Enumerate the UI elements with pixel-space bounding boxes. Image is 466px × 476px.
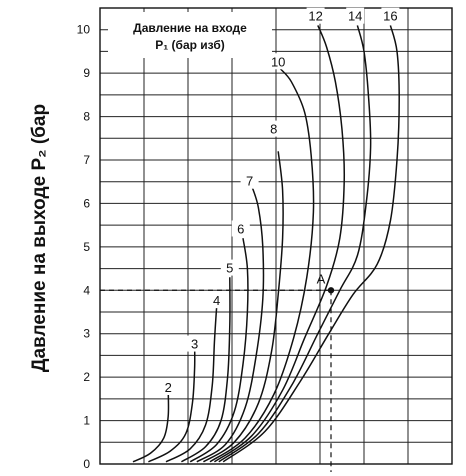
plot-border: [99, 7, 453, 465]
curve-p1-5: [181, 277, 231, 463]
curve-label-16: 16: [383, 9, 397, 24]
curve-p1-10: [209, 68, 315, 463]
curve-label-bg: [240, 172, 259, 189]
annotation-point: [327, 287, 335, 294]
curve-label-8: 8: [270, 122, 277, 137]
y-axis-label: Давление на выходе P₂ (бар: [29, 104, 50, 372]
curve-label-bg: [185, 335, 204, 352]
curve-p1-16: [222, 25, 400, 463]
y-tick-label: 1: [83, 414, 90, 428]
curve-p1-12: [213, 25, 346, 463]
y-tick-label: 8: [83, 110, 90, 124]
curve-label-bg: [346, 7, 365, 24]
curve-label-10: 10: [271, 54, 285, 69]
curve-label-12: 12: [308, 9, 322, 24]
legend: Давление на входе P₁ (бар изб): [108, 12, 272, 58]
curve-label-bg: [231, 220, 250, 237]
legend-line-2: P₁ (бар изб): [155, 38, 225, 52]
curve-label-3: 3: [191, 337, 198, 352]
curve-label-6: 6: [237, 221, 244, 236]
curve-p1-7: [196, 185, 265, 463]
y-tick-label: 3: [83, 327, 90, 341]
curve-p1-2: [132, 390, 170, 463]
y-tick-label: 7: [83, 153, 90, 167]
y-tick-label: 10: [77, 23, 91, 37]
curve-labels: 2 3 4 5 6 7 8 10 12 14 16: [159, 7, 400, 395]
y-tick-label: 2: [83, 370, 90, 384]
curve-label-5: 5: [226, 261, 233, 276]
y-tick-label: 6: [83, 196, 90, 210]
annotations: A: [100, 271, 335, 472]
legend-line-1: Давление на входе: [133, 21, 247, 35]
curve-label-bg: [207, 292, 226, 309]
annotation-label: A: [317, 271, 326, 286]
curve-p1-4: [165, 307, 218, 463]
curve-label-bg: [269, 53, 288, 70]
legend-background: [108, 12, 272, 58]
curve-label-bg: [306, 7, 325, 24]
y-tick-label: 0: [83, 457, 90, 471]
plot-frame: [99, 7, 453, 465]
y-tick-label: 4: [83, 283, 90, 297]
curve-p1-6: [189, 238, 249, 463]
curve-label-14: 14: [348, 9, 362, 24]
curve-label-bg: [264, 120, 283, 137]
y-tick-label: 9: [83, 66, 90, 80]
curve-label-bg: [381, 7, 400, 24]
curve-p1-3: [148, 342, 196, 463]
y-tick-label: 5: [83, 240, 90, 254]
series-curves: [132, 25, 400, 463]
curve-label-7: 7: [246, 174, 253, 189]
curve-label-bg: [220, 259, 239, 276]
y-tick-labels: 0 1 2 3 4 5 6 7 8 9 10: [77, 23, 91, 471]
curve-label-bg: [159, 379, 178, 395]
curve-label-4: 4: [213, 293, 220, 308]
curve-label-2: 2: [165, 380, 172, 395]
curve-p1-8: [203, 151, 284, 463]
curve-p1-14: [218, 25, 372, 463]
grid: [100, 8, 452, 464]
